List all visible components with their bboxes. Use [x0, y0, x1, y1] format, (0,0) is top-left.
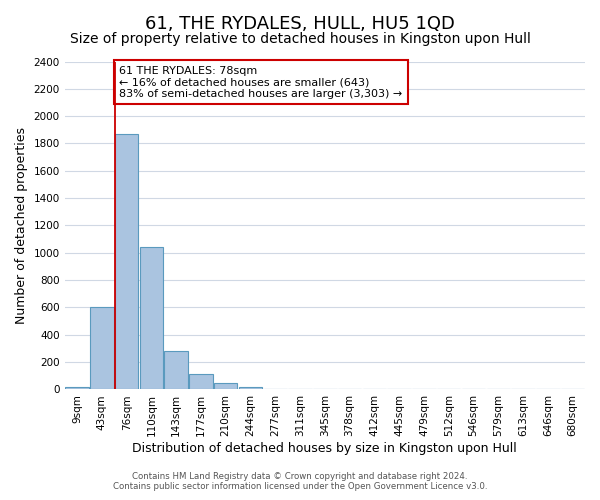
Bar — [239, 386, 262, 390]
Bar — [189, 374, 213, 390]
Bar — [214, 384, 238, 390]
Text: 61 THE RYDALES: 78sqm
← 16% of detached houses are smaller (643)
83% of semi-det: 61 THE RYDALES: 78sqm ← 16% of detached … — [119, 66, 403, 99]
Text: 61, THE RYDALES, HULL, HU5 1QD: 61, THE RYDALES, HULL, HU5 1QD — [145, 15, 455, 33]
Bar — [65, 386, 89, 390]
Bar — [164, 351, 188, 390]
Text: Contains HM Land Registry data © Crown copyright and database right 2024.
Contai: Contains HM Land Registry data © Crown c… — [113, 472, 487, 491]
Bar — [140, 248, 163, 390]
Text: Size of property relative to detached houses in Kingston upon Hull: Size of property relative to detached ho… — [70, 32, 530, 46]
Y-axis label: Number of detached properties: Number of detached properties — [15, 127, 28, 324]
X-axis label: Distribution of detached houses by size in Kingston upon Hull: Distribution of detached houses by size … — [133, 442, 517, 455]
Bar — [90, 308, 113, 390]
Bar — [115, 134, 139, 390]
